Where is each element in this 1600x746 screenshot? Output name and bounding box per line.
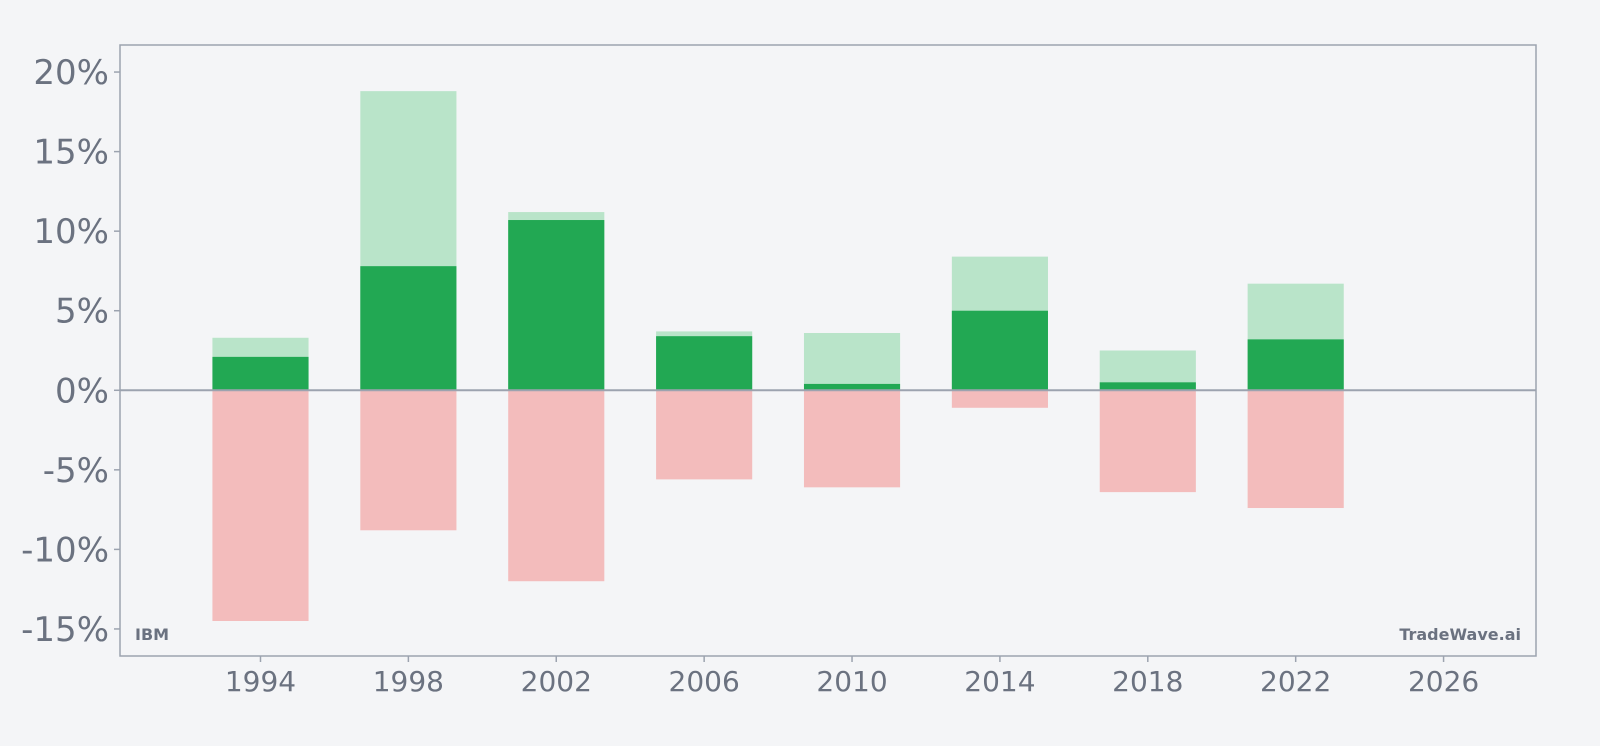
y-axis: 20% 15% 10% 5% 0% -5% -10% -15% (21, 53, 120, 650)
bar-close-1994 (212, 356, 309, 391)
bar-close-2006 (656, 336, 753, 391)
y-tick-label: -10% (21, 530, 109, 570)
bar-close-2018 (1099, 382, 1196, 391)
bar-low-2002 (508, 390, 605, 582)
bar-low-2014 (951, 390, 1048, 408)
x-tick-label: 2018 (1112, 665, 1183, 698)
x-tick-label: 2006 (669, 665, 740, 698)
y-tick-label: 10% (33, 212, 109, 252)
plot-frame (119, 44, 1537, 657)
bar-low-2006 (656, 390, 753, 480)
x-tick-label: 2022 (1260, 665, 1331, 698)
bar-close-2014 (951, 310, 1048, 391)
x-tick-label: 1998 (373, 665, 444, 698)
x-tick-label: 2026 (1408, 665, 1479, 698)
ticker-watermark: IBM (135, 625, 169, 644)
x-tick-label: 2010 (816, 665, 887, 698)
bar-low-2022 (1247, 390, 1344, 509)
y-tick-label: 20% (33, 53, 109, 93)
brand-watermark: TradeWave.ai (1399, 625, 1521, 644)
y-tick-label: -15% (21, 610, 109, 650)
x-tick-label: 2014 (964, 665, 1035, 698)
y-tick-label: 15% (33, 133, 109, 173)
x-axis: 1994 1998 2002 2006 2010 2014 2018 2022 2026 (225, 656, 1479, 698)
y-tick-label: 5% (55, 292, 109, 332)
bar-close-2022 (1247, 339, 1344, 391)
bar-low-1994 (212, 390, 309, 621)
bars-layer (212, 91, 1344, 621)
x-tick-label: 2002 (521, 665, 592, 698)
bar-high-2010 (803, 332, 901, 391)
bar-close-2002 (508, 220, 605, 391)
bar-close-1998 (360, 266, 457, 391)
y-tick-label: 0% (55, 371, 109, 411)
bar-low-1998 (360, 390, 457, 531)
x-tick-label: 1994 (225, 665, 296, 698)
bar-close-2010 (803, 383, 901, 391)
bar-low-2010 (803, 390, 901, 488)
y-tick-label: -5% (43, 451, 109, 491)
bar-low-2018 (1099, 390, 1196, 493)
